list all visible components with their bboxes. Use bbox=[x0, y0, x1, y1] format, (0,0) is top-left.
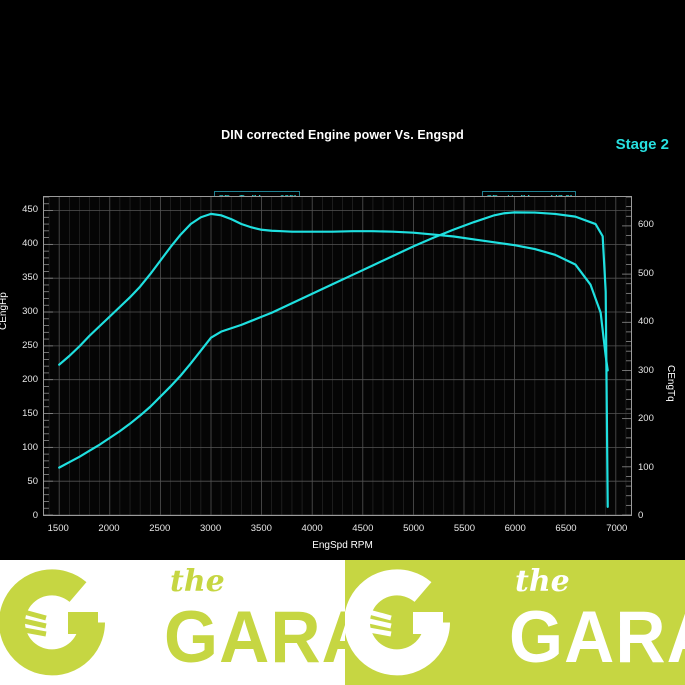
grid-minor bbox=[48, 197, 627, 515]
x-axis-label: EngSpd RPM bbox=[312, 540, 373, 551]
x-tick-label: 6500 bbox=[555, 523, 577, 534]
x-tick-label: 3000 bbox=[199, 523, 222, 534]
x-tick-label: 1500 bbox=[47, 523, 69, 534]
x-tick-label: 7000 bbox=[606, 523, 628, 534]
logo-the-garage-secondary: the GARAGE bbox=[345, 560, 685, 685]
curve-power bbox=[58, 211, 609, 508]
y-right-tick-label: 200 bbox=[638, 413, 654, 425]
chart-panel: DIN corrected Engine power Vs. Engspd St… bbox=[0, 128, 676, 551]
plot-svg bbox=[44, 197, 631, 515]
x-tick-label: 5000 bbox=[403, 523, 425, 534]
x-tick-label: 4000 bbox=[301, 523, 323, 534]
logo-the-text: the bbox=[515, 564, 570, 599]
x-tick-label: 5500 bbox=[453, 523, 475, 534]
x-tick-label: 6000 bbox=[504, 523, 526, 534]
y-left-tick-label: 200 bbox=[22, 373, 38, 385]
grid-major bbox=[44, 197, 631, 515]
y-right-tick-label: 0 bbox=[638, 510, 644, 521]
y-left-tick-label: 450 bbox=[22, 203, 38, 215]
y-left-tick-label: 300 bbox=[22, 305, 38, 317]
logo-wordmark-inverted: the GARAGE bbox=[495, 560, 685, 685]
axis-ticks bbox=[44, 197, 631, 515]
y-left-tick-label: 0 bbox=[32, 510, 38, 521]
logo-wordmark: the GARAGE bbox=[150, 560, 345, 685]
x-tick-label: 3500 bbox=[250, 523, 272, 534]
garage-g-icon bbox=[0, 560, 140, 685]
garage-g-icon-inverted bbox=[345, 560, 485, 685]
logo-band: the GARAGE the GARAGE bbox=[0, 560, 685, 685]
y-right-tick-label: 100 bbox=[638, 461, 654, 473]
page-title: DIN corrected Engine power Vs. Engspd bbox=[221, 128, 464, 142]
logo-the-garage-primary: the GARAGE bbox=[0, 560, 345, 685]
curve-torque bbox=[58, 212, 609, 372]
x-tick-label: 4500 bbox=[352, 523, 374, 534]
y-left-tick-label: 400 bbox=[22, 237, 38, 249]
logo-the-text: the bbox=[170, 564, 225, 599]
y-right-tick-label: 400 bbox=[638, 316, 654, 328]
y-left-tick-label: 100 bbox=[22, 441, 38, 453]
y-right-tick-label: 500 bbox=[638, 267, 654, 279]
logo-garage-text: GARAGE bbox=[509, 597, 685, 679]
y-left-tick-label: 350 bbox=[22, 271, 38, 283]
x-tick-label: 2500 bbox=[149, 523, 171, 534]
status-badge: Stage 2 bbox=[615, 136, 669, 153]
y-left-tick-label: 250 bbox=[22, 339, 38, 351]
y-left-tick-label: 150 bbox=[22, 407, 38, 419]
y-right-tick-label: 300 bbox=[638, 364, 654, 376]
y-left-tick-label: 50 bbox=[27, 475, 38, 487]
logo-garage-text: GARAGE bbox=[164, 597, 345, 679]
plot-area bbox=[43, 196, 632, 516]
y-right-tick-label: 600 bbox=[638, 219, 654, 231]
x-tick-label: 2000 bbox=[98, 523, 120, 534]
